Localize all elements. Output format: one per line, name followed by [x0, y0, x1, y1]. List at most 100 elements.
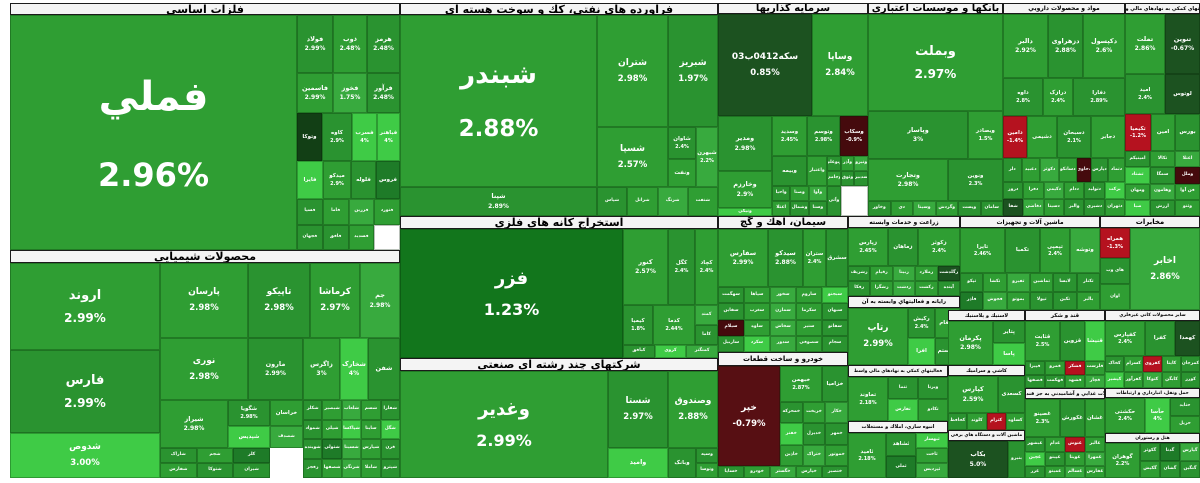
- stock-tile[interactable]: سبهان: [822, 303, 848, 320]
- stock-tile[interactable]: تنوین -0.67%: [1165, 14, 1200, 74]
- stock-tile[interactable]: شتوکا: [196, 463, 234, 478]
- stock-tile[interactable]: وآتی: [827, 186, 841, 216]
- stock-tile[interactable]: ونیکی: [718, 208, 772, 216]
- stock-tile[interactable]: صبا: [1125, 199, 1150, 216]
- stock-tile[interactable]: فسدید: [348, 224, 375, 250]
- stock-tile[interactable]: تکمبا: [1005, 228, 1040, 273]
- stock-tile[interactable]: کایتا: [1162, 356, 1181, 372]
- stock-tile[interactable]: فجوش: [983, 291, 1007, 310]
- stock-tile[interactable]: واعتبار: [807, 156, 827, 186]
- stock-tile[interactable]: شزنگ: [657, 187, 688, 216]
- stock-tile[interactable]: فاسمین 2.99%: [297, 73, 333, 113]
- stock-tile[interactable]: ساوه: [744, 319, 770, 336]
- stock-tile[interactable]: وبانک: [668, 448, 696, 478]
- stock-tile[interactable]: دتولید: [1084, 182, 1105, 199]
- stock-tile[interactable]: فارس 2.99%: [10, 350, 160, 433]
- stock-tile[interactable]: ثپردیس: [916, 463, 948, 478]
- stock-tile[interactable]: شفن: [368, 338, 400, 400]
- stock-tile[interactable]: شجم: [196, 448, 234, 463]
- stock-tile[interactable]: شفارا: [380, 400, 400, 420]
- stock-tile[interactable]: هرمز 2.48%: [367, 15, 400, 73]
- stock-tile[interactable]: سغرب: [744, 303, 770, 320]
- stock-tile[interactable]: حآسا 4%: [1145, 398, 1170, 433]
- stock-tile[interactable]: زقیام: [870, 266, 893, 281]
- stock-tile[interactable]: خزامیا: [822, 366, 848, 402]
- stock-tile[interactable]: خپارس: [796, 466, 822, 478]
- stock-tile[interactable]: فن آوا: [1175, 183, 1200, 200]
- stock-tile[interactable]: دزهراوی 2.88%: [1048, 14, 1083, 78]
- stock-tile[interactable]: دسینا: [1043, 199, 1064, 216]
- stock-tile[interactable]: لوتوس: [1165, 74, 1200, 114]
- stock-tile[interactable]: شیران: [233, 463, 270, 478]
- stock-tile[interactable]: دکوثر: [1040, 158, 1059, 182]
- stock-tile[interactable]: ذوب 2.48%: [333, 15, 367, 73]
- stock-tile[interactable]: سنیر: [796, 319, 822, 336]
- stock-tile[interactable]: زاگرس 3%: [303, 338, 340, 400]
- stock-tile[interactable]: دالبر 2.92%: [1003, 14, 1048, 78]
- stock-tile[interactable]: تاپیکو 2.98%: [248, 263, 310, 338]
- stock-tile[interactable]: کاوه 2.9%: [322, 113, 352, 161]
- stock-tile[interactable]: تفیرو: [1006, 273, 1030, 292]
- stock-tile[interactable]: قشهد: [1065, 374, 1085, 388]
- stock-tile[interactable]: سیلام: [718, 319, 744, 336]
- stock-tile[interactable]: دی: [890, 201, 913, 216]
- stock-tile[interactable]: وصندوق 2.88%: [668, 371, 718, 448]
- stock-tile[interactable]: غمینو: [1045, 466, 1065, 478]
- stock-tile[interactable]: زفکا: [848, 281, 871, 296]
- stock-tile[interactable]: وتوکا: [297, 113, 322, 161]
- stock-tile[interactable]: سهگمت: [718, 287, 744, 304]
- stock-tile[interactable]: وثنو: [1175, 199, 1200, 216]
- stock-tile[interactable]: تشتاد: [1125, 167, 1150, 184]
- stock-tile[interactable]: والبر: [1064, 199, 1085, 216]
- stock-tile[interactable]: غالبر: [1085, 437, 1105, 452]
- stock-tile[interactable]: وجامی: [827, 171, 841, 186]
- stock-tile[interactable]: خمهر: [825, 423, 848, 445]
- stock-tile[interactable]: اعتلا: [772, 201, 791, 216]
- stock-tile[interactable]: شخارک 4%: [340, 338, 368, 400]
- stock-tile[interactable]: شسپا 2.57%: [597, 127, 668, 187]
- stock-tile[interactable]: سشرق: [826, 229, 848, 287]
- stock-tile[interactable]: وخاور: [868, 201, 891, 216]
- stock-tile[interactable]: زگلدشت: [937, 266, 960, 281]
- stock-tile[interactable]: قزوین: [1060, 321, 1085, 361]
- stock-tile[interactable]: وتوشه: [1070, 228, 1100, 273]
- stock-tile[interactable]: فرآور 2.48%: [367, 73, 400, 113]
- stock-tile[interactable]: دتماد: [1108, 158, 1125, 182]
- stock-tile[interactable]: امینیکم: [1125, 151, 1150, 168]
- stock-tile[interactable]: غپینو: [1045, 451, 1065, 466]
- stock-tile[interactable]: شصفها: [322, 458, 342, 478]
- stock-tile[interactable]: غدام: [1045, 437, 1065, 452]
- stock-tile[interactable]: کفرا: [1145, 321, 1175, 356]
- stock-tile[interactable]: ونفت: [668, 159, 696, 187]
- stock-tile[interactable]: وسدید 2.45%: [772, 116, 807, 156]
- stock-tile[interactable]: خراسان: [270, 400, 303, 426]
- stock-tile[interactable]: ومدیر 2.98%: [718, 116, 772, 171]
- stock-tile[interactable]: وآوا: [808, 186, 827, 201]
- stock-tile[interactable]: وتوسم 2.98%: [807, 116, 840, 156]
- stock-tile[interactable]: زملارد: [915, 266, 938, 281]
- stock-tile[interactable]: سدور: [770, 335, 796, 352]
- stock-tile[interactable]: زدشت: [892, 281, 916, 296]
- stock-tile[interactable]: شبریز 1.97%: [668, 15, 718, 127]
- stock-tile[interactable]: خریخت: [802, 402, 826, 424]
- stock-tile[interactable]: ساروم: [796, 287, 822, 304]
- stock-tile[interactable]: شیراز 2.98%: [160, 400, 228, 448]
- stock-tile[interactable]: تکین: [1053, 291, 1077, 310]
- stock-tile[interactable]: شبصیر: [322, 400, 342, 420]
- stock-tile[interactable]: زشریف: [848, 266, 871, 281]
- stock-tile[interactable]: سیدکو 2.88%: [768, 229, 803, 287]
- stock-tile[interactable]: شصدف: [270, 426, 303, 448]
- stock-tile[interactable]: خدیزل: [802, 423, 826, 445]
- stock-tile[interactable]: خگستر: [770, 466, 796, 478]
- stock-tile[interactable]: شرانل: [627, 187, 658, 216]
- stock-tile[interactable]: غمهرا: [1085, 451, 1105, 466]
- stock-tile[interactable]: ومهان: [1125, 183, 1150, 200]
- stock-tile[interactable]: سکرما: [796, 303, 822, 320]
- stock-tile[interactable]: امین: [1151, 114, 1175, 151]
- stock-tile[interactable]: وساپا 2.84%: [812, 14, 868, 116]
- stock-tile[interactable]: کبافق: [623, 345, 655, 358]
- stock-tile[interactable]: جم 2.98%: [360, 263, 400, 338]
- stock-tile[interactable]: شستا 2.97%: [608, 371, 668, 448]
- stock-tile[interactable]: تپمپی 2.4%: [1040, 228, 1070, 273]
- stock-tile[interactable]: اوان: [1100, 284, 1130, 310]
